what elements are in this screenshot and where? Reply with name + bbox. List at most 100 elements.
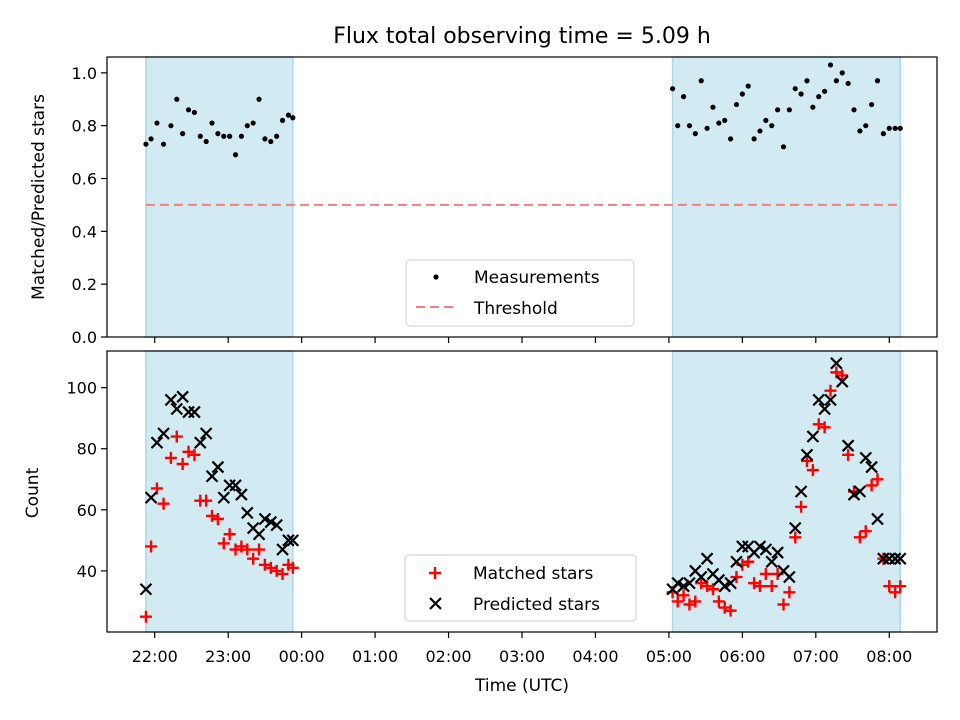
measurement-point [786, 107, 792, 113]
measurement-point [215, 131, 221, 137]
measurement-point [227, 133, 233, 139]
y-tick-label: 0.4 [72, 222, 97, 241]
predicted-stars-point [812, 393, 826, 407]
measurement-point [669, 86, 676, 92]
matched-stars-point [765, 580, 778, 593]
matched-stars-point [842, 448, 855, 461]
predicted-stars-point [282, 534, 295, 547]
predicted-stars-point [718, 579, 732, 593]
y-tick-label: 100 [66, 379, 97, 398]
predicted-stars-point [865, 460, 878, 474]
measurement-point [262, 136, 268, 142]
observing-window-shade [671, 56, 902, 338]
measurement-point [704, 125, 710, 131]
y-tick-label: 1.0 [72, 64, 97, 83]
x-tick-label: 05:00 [646, 647, 692, 666]
matched-stars-point [200, 494, 213, 507]
matched-stars-point [742, 555, 755, 568]
matched-stars-point [724, 604, 737, 617]
matched-stars-point [783, 586, 796, 599]
measurement-point [810, 104, 816, 110]
matched-stars-point [176, 458, 189, 471]
measurement-point [238, 133, 245, 139]
predicted-stars-point [871, 512, 884, 526]
matched-stars-point [677, 589, 690, 602]
y-tick-label: 0.2 [72, 275, 97, 294]
predicted-stars-point [286, 534, 300, 547]
measurement-point [250, 120, 256, 126]
predicted-stars-point [258, 512, 272, 526]
predicted-stars-point [859, 451, 873, 465]
predicted-stars-point [830, 356, 843, 370]
predicted-stars-point [671, 576, 684, 590]
measurement-point [143, 141, 149, 147]
matched-stars-point [818, 421, 831, 434]
matched-stars-point [671, 595, 684, 608]
measurement-point [822, 88, 828, 94]
measurement-point [285, 112, 292, 118]
measurement-point [692, 131, 698, 137]
measurement-point [733, 101, 740, 108]
predicted-stars-point [194, 436, 207, 449]
measurement-point [851, 107, 857, 113]
counts-ylabel: Count [23, 467, 43, 518]
predicted-stars-point [694, 570, 708, 584]
matched-stars-point [789, 531, 802, 544]
predicted-stars-point [824, 393, 837, 407]
observing-window-shade [145, 350, 294, 633]
legend-predicted-marker [429, 597, 442, 610]
measurement-point [197, 133, 203, 139]
matched-stars-point [865, 479, 878, 492]
ratio-legend: Measurements Threshold [405, 259, 635, 327]
legend-matched-marker [429, 567, 441, 579]
x-tick-label: 08:00 [866, 647, 912, 666]
matched-stars-point [241, 543, 254, 556]
predicted-stars-point [806, 430, 820, 443]
x-axis-label: Time (UTC) [474, 676, 569, 696]
predicted-stars-point [759, 543, 773, 556]
matched-stars-point [871, 473, 884, 486]
predicted-stars-point [800, 448, 814, 462]
legend-predicted-label: Predicted stars [473, 595, 600, 615]
measurement-point [897, 125, 903, 131]
measurement-point [203, 138, 209, 145]
measurement-point [804, 78, 810, 84]
legend-matched-label: Matched stars [473, 564, 593, 584]
measurement-point [839, 70, 845, 76]
matched-stars-point [211, 512, 224, 525]
matched-stars-point [795, 500, 808, 513]
predicted-stars-point [794, 485, 808, 498]
predicted-stars-point [199, 427, 213, 440]
measurement-point [185, 107, 192, 113]
predicted-stars-point [176, 390, 189, 404]
matched-stars-point [286, 561, 299, 574]
matched-stars-point [883, 580, 896, 593]
measurement-point [728, 136, 734, 142]
matched-stars-point [276, 567, 289, 580]
matched-stars-point [247, 552, 260, 565]
chart-title: Flux total observing time = 5.09 h [333, 24, 711, 49]
measurement-point [274, 133, 280, 139]
measurement-point [780, 144, 787, 150]
measurement-point [769, 123, 775, 129]
matched-stars-point [217, 537, 230, 550]
measurement-point [221, 133, 227, 139]
measurement-point [160, 141, 167, 147]
y-tick-label: 60 [77, 501, 97, 520]
counts-legend: Matched stars Predicted stars [404, 554, 637, 622]
x-tick-label: 07:00 [793, 647, 839, 666]
measurement-point [686, 123, 693, 129]
x-tick-label: 04:00 [572, 647, 618, 666]
measurement-point [244, 123, 250, 129]
predicted-stars-point [724, 576, 737, 590]
x-tick-label: 00:00 [279, 647, 325, 666]
matched-stars-point [730, 571, 743, 584]
matched-stars-point [706, 583, 719, 596]
x-tick-label: 23:00 [205, 647, 251, 666]
measurement-point [716, 120, 722, 126]
matched-stars-point [853, 531, 866, 544]
matched-stars-point [759, 567, 772, 580]
y-tick-label: 40 [77, 562, 97, 581]
predicted-stars-point [853, 485, 867, 498]
